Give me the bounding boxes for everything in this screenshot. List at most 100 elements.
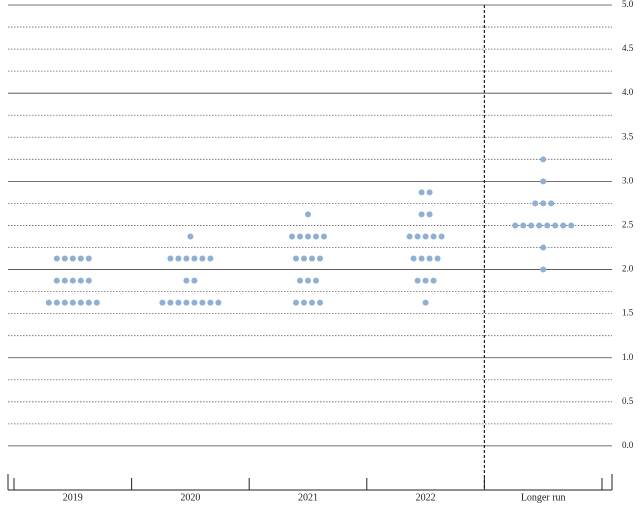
dot: [175, 255, 182, 262]
dot: [313, 233, 319, 240]
dot: [187, 233, 194, 240]
dot: [207, 299, 214, 306]
dot: [422, 277, 429, 284]
dot: [53, 299, 60, 306]
dot: [199, 299, 206, 306]
dot: [568, 222, 575, 229]
dot: [418, 189, 425, 196]
dot: [313, 277, 319, 284]
dot: [77, 255, 84, 262]
dot: [317, 255, 323, 262]
dot: [540, 156, 547, 163]
dot: [430, 233, 437, 240]
y-tick-label: 4.0: [622, 87, 634, 97]
dot: [540, 200, 547, 207]
x-tick-label: 2020: [180, 492, 200, 503]
dot: [301, 299, 307, 306]
dot: [426, 189, 433, 196]
dot: [552, 222, 559, 229]
dot: [207, 255, 214, 262]
dot: [422, 233, 429, 240]
dot: [183, 255, 190, 262]
x-tick-label: 2021: [298, 492, 318, 503]
dot: [309, 299, 315, 306]
dot: [159, 299, 166, 306]
dot: [540, 244, 547, 251]
dot: [183, 299, 190, 306]
dot: [532, 200, 539, 207]
dot: [434, 255, 441, 262]
dot: [418, 255, 425, 262]
x-tick-label: Longer run: [521, 492, 566, 503]
dot: [512, 222, 519, 229]
dot: [167, 299, 174, 306]
dot: [293, 299, 299, 306]
dot: [560, 222, 567, 229]
dot: [528, 222, 535, 229]
dot: [305, 211, 311, 218]
dot: [438, 233, 445, 240]
y-tick-label: 2.5: [622, 220, 634, 230]
dot: [85, 255, 92, 262]
y-tick-label: 4.5: [622, 43, 634, 53]
dot: [199, 255, 206, 262]
dot: [61, 255, 68, 262]
y-tick-label: 5.0: [622, 0, 634, 9]
y-tick-label: 1.0: [622, 352, 634, 362]
dot: [410, 255, 417, 262]
dot: [305, 277, 311, 284]
dot: [69, 255, 76, 262]
dot: [53, 277, 60, 284]
dot: [167, 255, 174, 262]
dot: [45, 299, 52, 306]
dot: [175, 299, 182, 306]
dot: [301, 255, 307, 262]
x-tick-label: 2022: [416, 492, 436, 503]
dot: [540, 178, 547, 185]
y-tick-label: 1.5: [622, 308, 634, 318]
dot: [53, 255, 60, 262]
y-tick-label: 3.5: [622, 131, 634, 141]
dot: [77, 277, 84, 284]
dot: [305, 233, 311, 240]
dot: [548, 200, 555, 207]
dot: [536, 222, 543, 229]
dot: [293, 255, 299, 262]
dot: [544, 222, 551, 229]
dot: [289, 233, 295, 240]
y-tick-label: 3.0: [622, 175, 634, 185]
dot: [61, 299, 68, 306]
dot: [61, 277, 68, 284]
dot: [297, 277, 303, 284]
dot: [191, 277, 198, 284]
dot: [540, 266, 547, 273]
dot: [309, 255, 315, 262]
dot: [414, 233, 421, 240]
dot: [422, 299, 429, 306]
dot: [183, 277, 190, 284]
dot: [406, 233, 413, 240]
dot: [191, 255, 198, 262]
dot: [69, 299, 76, 306]
dot: [321, 233, 327, 240]
dot: [297, 233, 303, 240]
y-tick-label: 0.0: [622, 440, 634, 450]
dot: [414, 277, 421, 284]
dot: [426, 255, 433, 262]
dot: [69, 277, 76, 284]
dot: [93, 299, 100, 306]
dot: [191, 299, 198, 306]
dot: [426, 211, 433, 218]
dot: [317, 299, 323, 306]
dot: [418, 211, 425, 218]
dot: [520, 222, 527, 229]
y-tick-label: 0.5: [622, 396, 634, 406]
dot: [430, 277, 437, 284]
dot: [77, 299, 84, 306]
y-tick-label: 2.0: [622, 264, 634, 274]
dot: [85, 277, 92, 284]
dot: [215, 299, 222, 306]
dot: [85, 299, 92, 306]
x-tick-label: 2019: [63, 492, 83, 503]
